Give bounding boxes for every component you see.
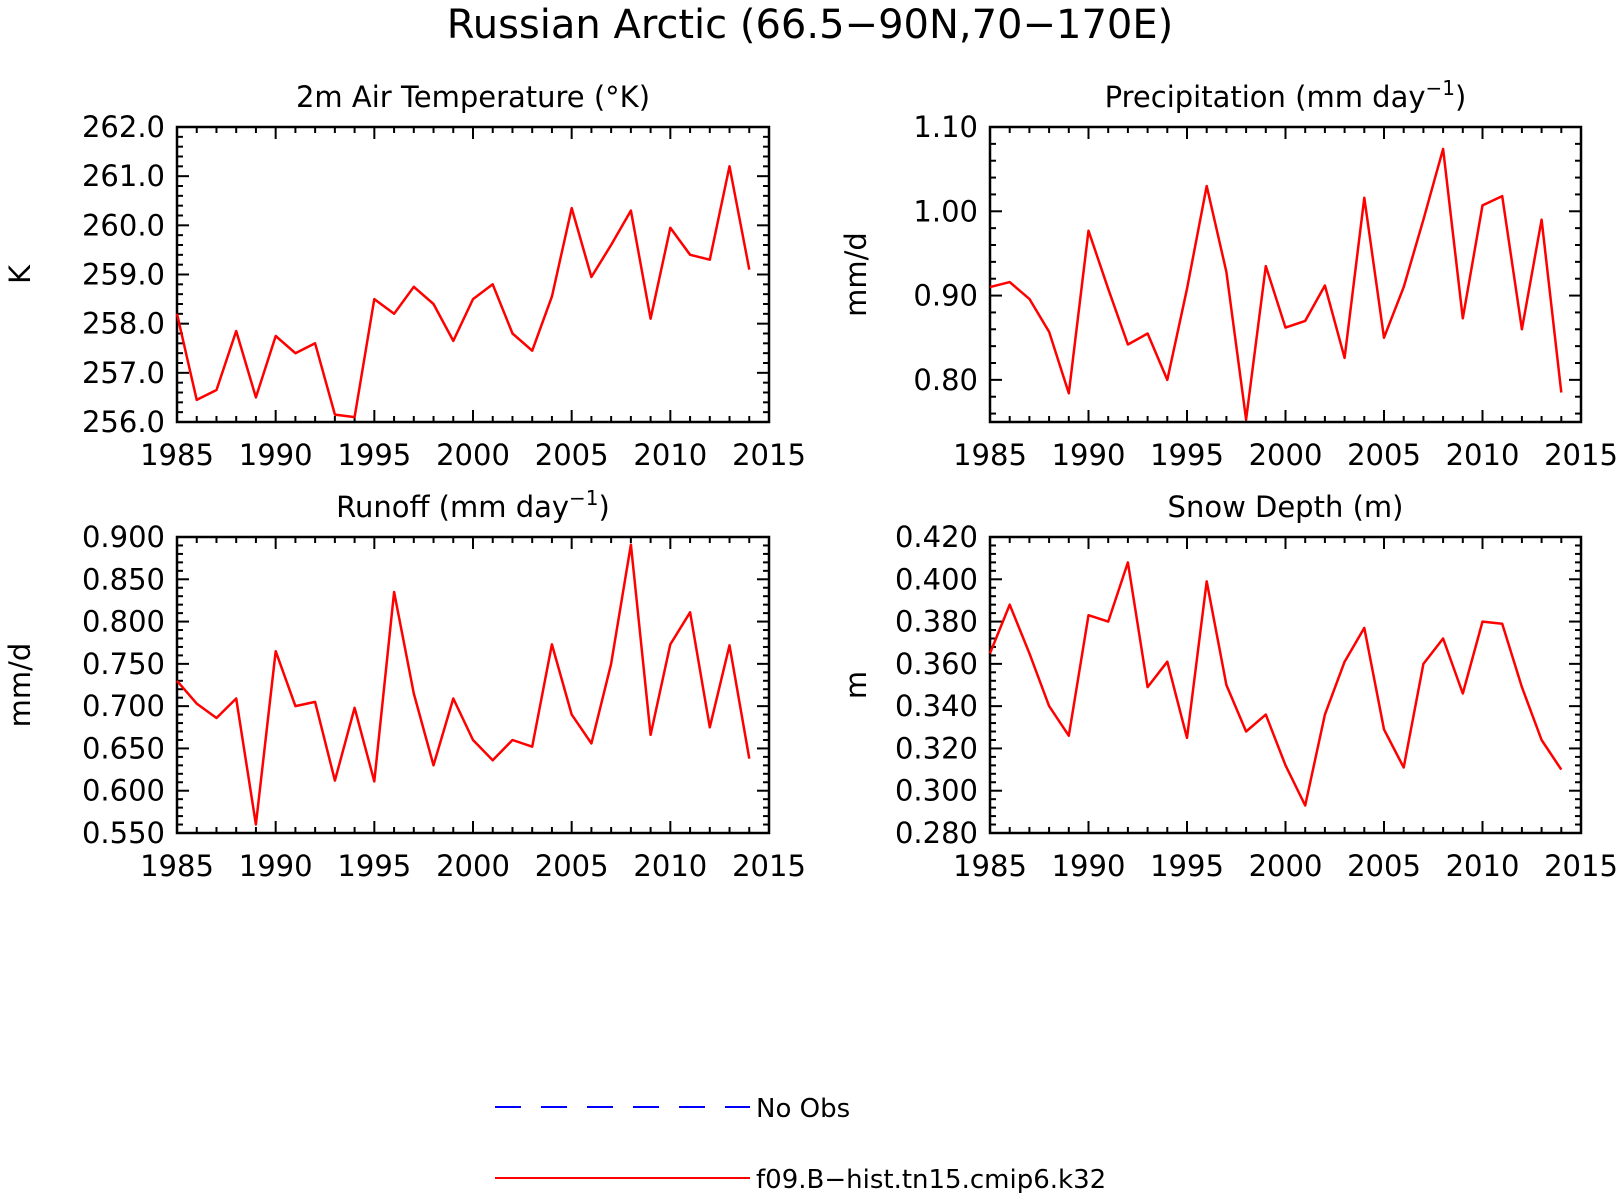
y-tick-label: 0.340	[895, 689, 978, 723]
chart-panel-4: Snow Depth (m) m 1985 1990 1995 2000 2005 2010 2…	[839, 490, 1618, 883]
y-tick-label: 0.380	[895, 605, 978, 639]
panel-title: Snow Depth (m)	[1168, 490, 1404, 524]
y-tick-label: 1.00	[913, 194, 978, 228]
y-tick-label: 256.0	[82, 405, 165, 439]
y-tick-label: 261.0	[82, 159, 165, 193]
panel-title-text: Runoff (mm day	[336, 490, 569, 524]
y-tick-label: 262.0	[82, 110, 165, 144]
x-tick-label: 1990	[239, 849, 313, 883]
x-tick-label: 2010	[633, 849, 707, 883]
series-line-1	[989, 147, 1563, 421]
y-tick-label: 0.600	[82, 774, 165, 808]
y-axis-label: mm/d	[839, 232, 873, 317]
legend: No Obs f09.B−hist.tn15.cmip6.k32	[495, 1094, 1106, 1193]
x-tick-label: 1985	[140, 438, 214, 472]
y-tick-label: 0.750	[82, 647, 165, 681]
y-tick-label: 0.700	[82, 689, 165, 723]
legend-item-2: f09.B−hist.tn15.cmip6.k32	[495, 1165, 1106, 1193]
x-tick-label: 2015	[732, 438, 806, 472]
panel-title: Precipitation (mm day−1)	[1105, 76, 1467, 114]
y-tick-label: 0.650	[82, 731, 165, 765]
chart-panel-3: Runoff (mm day−1) mm/d 1985 1990 1995 2000 200…	[3, 486, 806, 883]
panel-title-tail: )	[599, 490, 610, 524]
x-tick-label: 1995	[1150, 438, 1224, 472]
y-tick-label: 0.320	[895, 731, 978, 765]
legend-label: No Obs	[756, 1094, 850, 1124]
y-tick-label: 257.0	[82, 356, 165, 390]
y-tick-label: 258.0	[82, 307, 165, 341]
y-axis-label: m	[839, 671, 873, 699]
x-tick-label: 1995	[337, 849, 411, 883]
x-tick-label: 2000	[1249, 849, 1323, 883]
y-tick-label: 0.80	[913, 363, 978, 397]
x-tick-label: 2000	[436, 849, 510, 883]
panel-title: Runoff (mm day−1)	[336, 486, 610, 524]
series-line-1	[176, 543, 751, 826]
legend-label: f09.B−hist.tn15.cmip6.k32	[756, 1165, 1106, 1193]
x-tick-label: 2015	[1544, 849, 1618, 883]
plot-frame	[175, 125, 771, 424]
y-tick-label: 0.90	[913, 279, 978, 313]
x-tick-label: 2000	[436, 438, 510, 472]
y-tick-label: 260.0	[82, 208, 165, 242]
y-tick-label: 259.0	[82, 258, 165, 292]
panel-title: 2m Air Temperature (°K)	[296, 80, 650, 114]
panel-title-superscript: −1	[569, 486, 598, 510]
panel-title-text: 2m Air Temperature (°K)	[296, 80, 650, 114]
x-tick-label: 1990	[1052, 849, 1126, 883]
x-tick-label: 1995	[337, 438, 411, 472]
x-tick-label: 1995	[1150, 849, 1224, 883]
y-tick-label: 0.800	[82, 605, 165, 639]
x-tick-label: 2010	[633, 438, 707, 472]
x-tick-label: 1985	[953, 438, 1027, 472]
x-tick-label: 2005	[1347, 438, 1421, 472]
x-tick-label: 2010	[1446, 849, 1520, 883]
y-tick-label: 0.900	[82, 520, 165, 554]
y-tick-label: 0.280	[895, 816, 978, 850]
series-line-1	[175, 165, 751, 419]
x-tick-label: 2005	[535, 438, 609, 472]
panel-title-text: Precipitation (mm day	[1105, 80, 1426, 114]
legend-item-1: No Obs	[495, 1094, 850, 1124]
y-tick-label: 0.550	[82, 816, 165, 850]
x-tick-label: 2005	[535, 849, 609, 883]
y-tick-label: 0.420	[895, 520, 978, 554]
x-tick-label: 2015	[1544, 438, 1618, 472]
chart-panel-2: Precipitation (mm day−1) mm/d 1985 1990 1995…	[839, 76, 1618, 472]
y-tick-label: 1.10	[913, 110, 978, 144]
x-tick-label: 2000	[1249, 438, 1323, 472]
plot-frame	[988, 535, 1583, 835]
figure-title: Russian Arctic (66.5−90N,70−170E)	[447, 2, 1174, 48]
plot-frame	[988, 125, 1583, 424]
chart-panel-1: 2m Air Temperature (°K) K 1985 1990 1995 2000…	[3, 80, 806, 472]
x-tick-label: 1990	[239, 438, 313, 472]
series-line-1	[988, 561, 1563, 807]
y-tick-label: 0.850	[82, 562, 165, 596]
x-tick-label: 2010	[1446, 438, 1520, 472]
y-tick-label: 0.360	[895, 647, 978, 681]
x-tick-label: 1990	[1052, 438, 1126, 472]
x-tick-label: 1985	[140, 849, 214, 883]
y-axis-label: K	[3, 264, 37, 284]
y-axis-label: mm/d	[3, 643, 37, 728]
plot-frame	[175, 535, 771, 835]
panels: 2m Air Temperature (°K) K 1985 1990 1995 2000…	[3, 76, 1618, 883]
x-tick-label: 2015	[732, 849, 806, 883]
x-tick-label: 1985	[953, 849, 1027, 883]
panel-title-tail: )	[1455, 80, 1466, 114]
panel-title-text: Snow Depth (m)	[1168, 490, 1404, 524]
panel-title-superscript: −1	[1426, 76, 1455, 100]
y-tick-label: 0.400	[895, 562, 978, 596]
x-tick-label: 2005	[1347, 849, 1421, 883]
y-tick-label: 0.300	[895, 774, 978, 808]
